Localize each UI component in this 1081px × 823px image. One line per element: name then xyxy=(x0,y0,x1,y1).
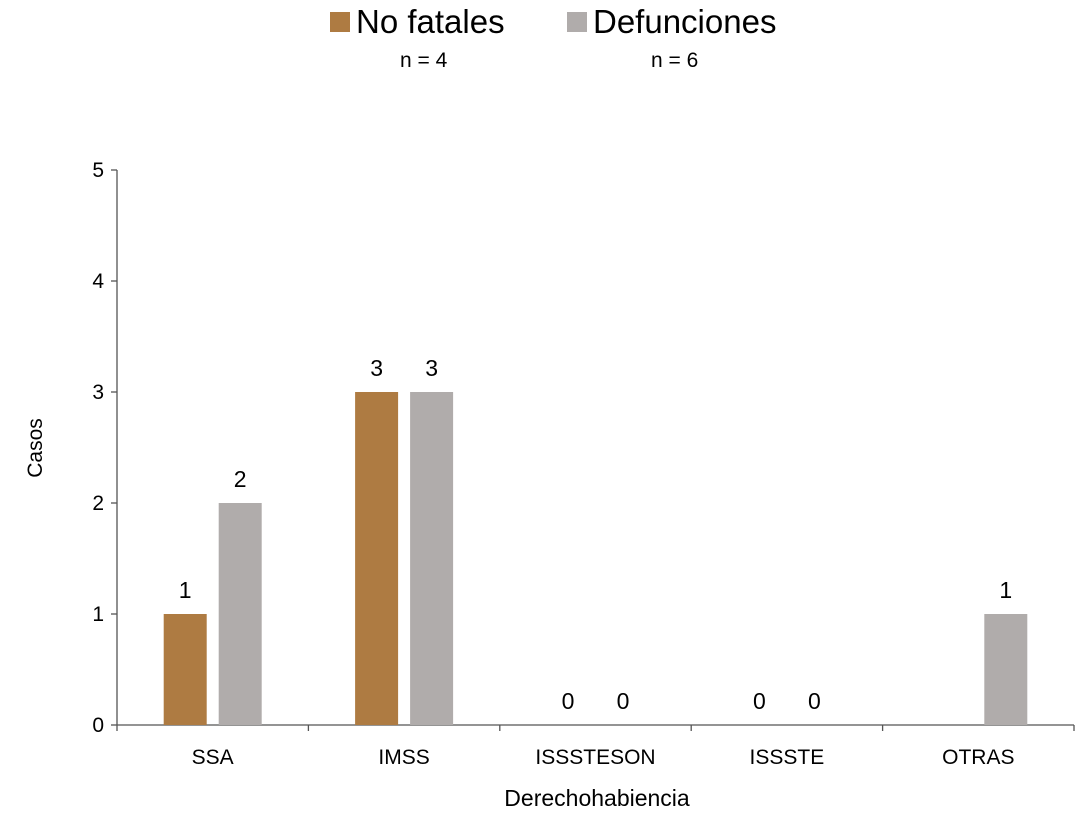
legend-n-defunciones: n = 6 xyxy=(651,49,699,72)
bar xyxy=(984,614,1028,725)
y-tick-label: 4 xyxy=(92,270,104,293)
data-label: 3 xyxy=(425,355,438,381)
y-tick-label: 5 xyxy=(92,159,104,182)
x-tick-label: ISSSTESON xyxy=(535,746,655,769)
data-label: 0 xyxy=(562,688,575,714)
legend: No fatales Defunciones n = 4 n = 6 xyxy=(0,2,1081,82)
y-axis-title: Casos xyxy=(24,418,47,478)
x-axis-title: Derechohabiencia xyxy=(504,785,690,811)
x-tick-label: ISSSTE xyxy=(750,746,825,769)
legend-item-no-fatales: No fatales xyxy=(330,2,505,42)
y-tick-label: 0 xyxy=(92,714,104,737)
x-tick-label: SSA xyxy=(192,746,234,769)
data-label: 3 xyxy=(370,355,383,381)
y-tick-label: 3 xyxy=(92,381,104,404)
data-label: 0 xyxy=(753,688,766,714)
legend-n-no-fatales: n = 4 xyxy=(400,49,448,72)
y-tick-label: 1 xyxy=(92,603,104,626)
bar xyxy=(410,392,454,725)
data-label: 1 xyxy=(179,577,192,603)
y-tick-label: 2 xyxy=(92,492,104,515)
x-tick-label: OTRAS xyxy=(942,746,1014,769)
data-labels: 1 2 3 3 0 0 0 0 1 xyxy=(179,355,1012,714)
legend-swatch-defunciones xyxy=(567,12,587,32)
data-label: 0 xyxy=(808,688,821,714)
legend-label-no-fatales: No fatales xyxy=(356,3,505,40)
bar xyxy=(218,503,262,725)
bar xyxy=(355,392,399,725)
legend-swatch-no-fatales xyxy=(330,12,350,32)
x-tick-label: IMSS xyxy=(378,746,429,769)
data-label: 1 xyxy=(999,577,1012,603)
data-label: 2 xyxy=(234,466,247,492)
axes: 0 1 2 3 4 5 SSA IMSS ISSSTESON ISSSTE OTRAS xyxy=(92,159,1075,769)
legend-item-defunciones: Defunciones xyxy=(567,2,776,42)
bar xyxy=(163,614,207,725)
data-label: 0 xyxy=(617,688,630,714)
legend-label-defunciones: Defunciones xyxy=(593,3,777,40)
bars xyxy=(163,392,1028,725)
